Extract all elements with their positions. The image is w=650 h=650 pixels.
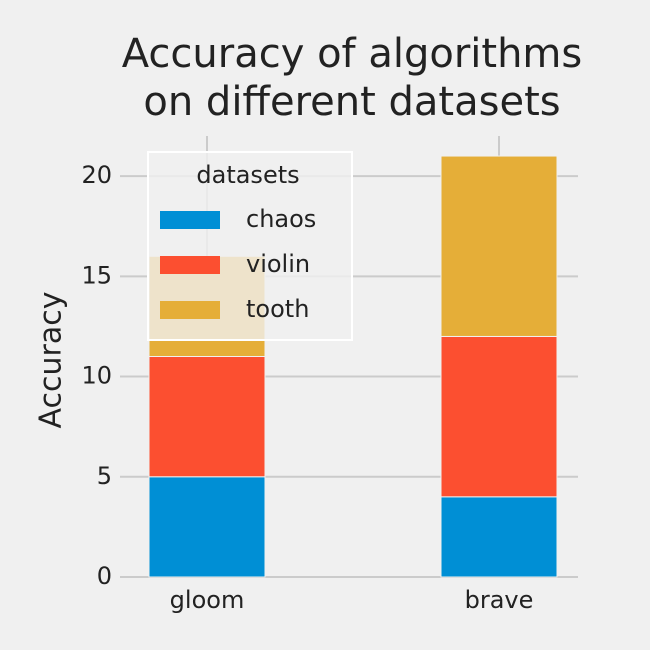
bar-segment	[440, 496, 558, 578]
legend-swatch	[160, 301, 220, 319]
bar-segment	[148, 356, 266, 478]
y-tick-label: 0	[97, 562, 112, 590]
x-tick-label: brave	[465, 586, 534, 614]
y-tick-label: 20	[81, 161, 112, 189]
legend-label: chaos	[246, 205, 316, 233]
x-tick-label: gloom	[170, 586, 245, 614]
legend-label: tooth	[246, 295, 309, 323]
y-axis-label: Accuracy	[34, 292, 69, 429]
y-tick-label: 15	[81, 261, 112, 289]
legend-label: violin	[246, 250, 310, 278]
bar-segment	[440, 335, 558, 498]
y-tick-label: 10	[81, 362, 112, 390]
bar-segment	[148, 476, 266, 578]
legend-swatch	[160, 256, 220, 274]
chart-title: on different datasets	[143, 79, 560, 125]
legend-title: datasets	[196, 161, 299, 189]
bar-segment	[440, 155, 558, 337]
chart-title: Accuracy of algorithms	[122, 31, 583, 77]
legend-swatch	[160, 211, 220, 229]
y-tick-label: 5	[97, 462, 112, 490]
